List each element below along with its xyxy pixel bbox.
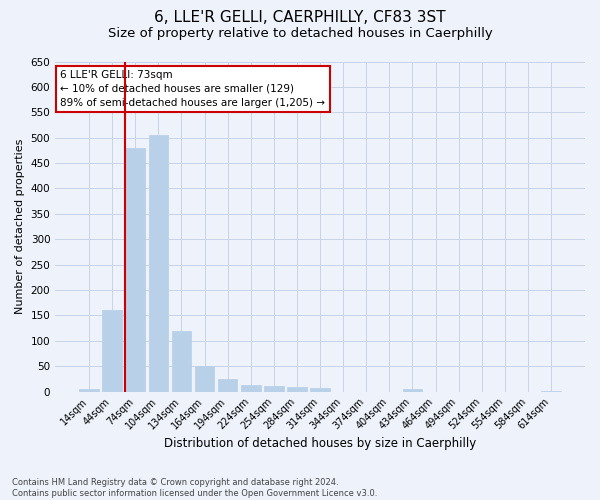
Bar [195,366,214,392]
Bar [287,386,307,392]
Bar [241,385,260,392]
Bar [125,148,145,392]
Bar [218,379,238,392]
Text: 6 LLE'R GELLI: 73sqm
← 10% of detached houses are smaller (129)
89% of semi-deta: 6 LLE'R GELLI: 73sqm ← 10% of detached h… [61,70,325,108]
Bar [264,386,284,392]
Bar [310,388,330,392]
Bar [103,310,122,392]
Text: Size of property relative to detached houses in Caerphilly: Size of property relative to detached ho… [107,28,493,40]
Text: Contains HM Land Registry data © Crown copyright and database right 2024.
Contai: Contains HM Land Registry data © Crown c… [12,478,377,498]
Y-axis label: Number of detached properties: Number of detached properties [15,139,25,314]
Bar [172,330,191,392]
Bar [149,135,168,392]
Text: 6, LLE'R GELLI, CAERPHILLY, CF83 3ST: 6, LLE'R GELLI, CAERPHILLY, CF83 3ST [154,10,446,25]
Bar [541,390,561,392]
X-axis label: Distribution of detached houses by size in Caerphilly: Distribution of detached houses by size … [164,437,476,450]
Bar [79,389,99,392]
Bar [403,388,422,392]
